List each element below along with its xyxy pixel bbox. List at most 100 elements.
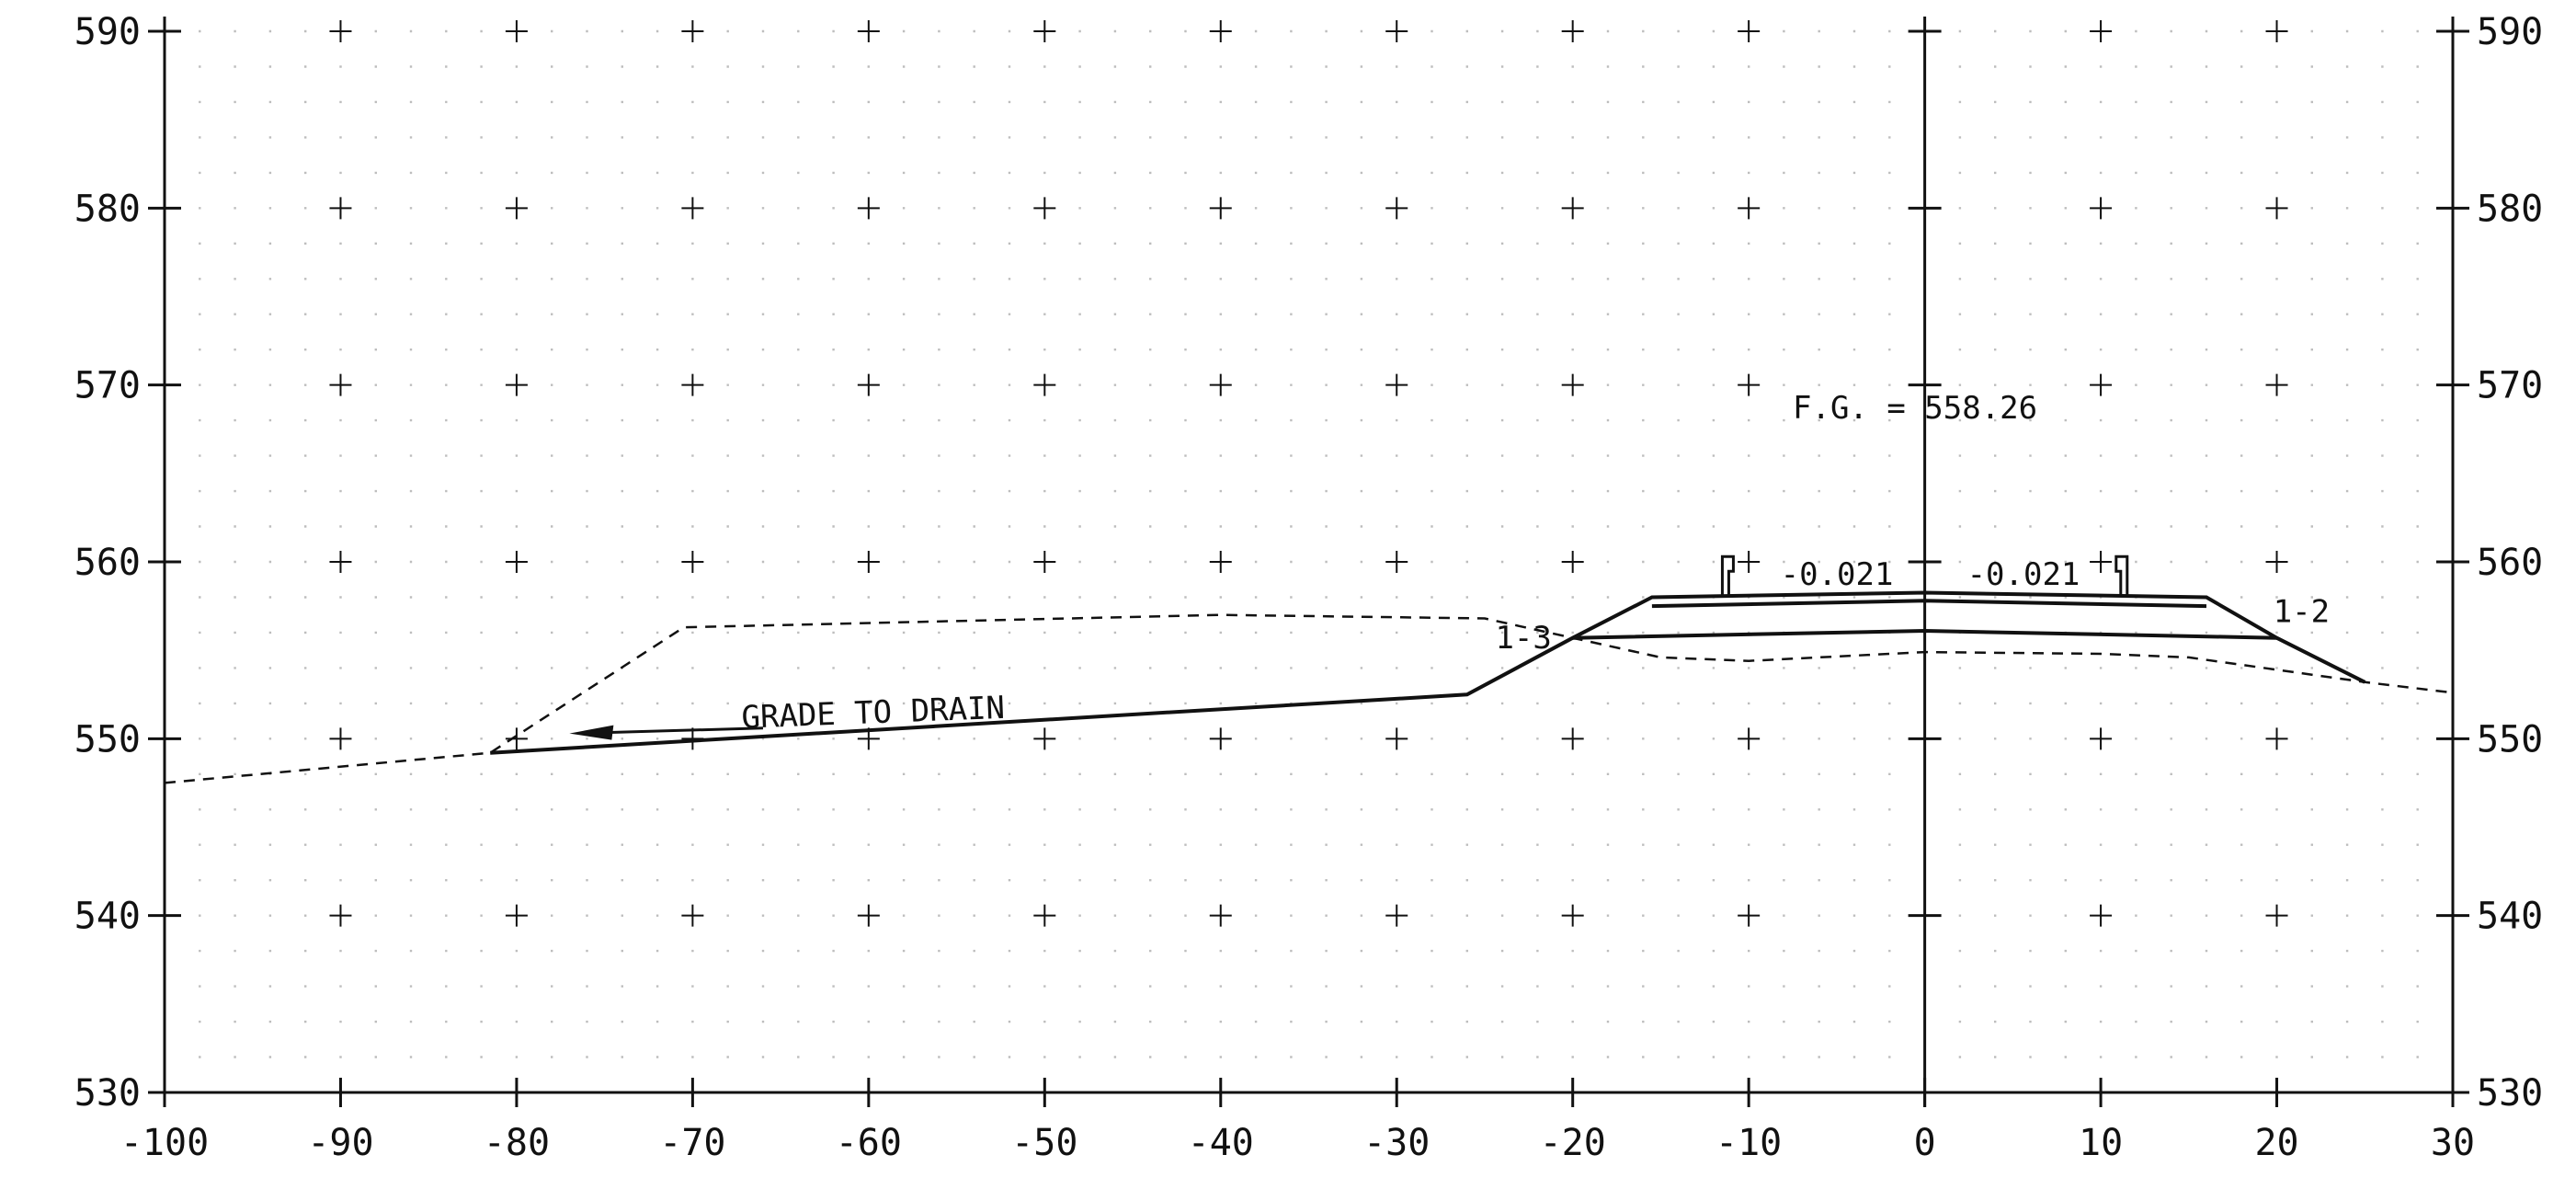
grid-cross-marker xyxy=(857,197,880,220)
grade-arrow xyxy=(569,725,764,740)
grid-cross-marker xyxy=(329,197,352,220)
grid-cross-marker xyxy=(1209,197,1232,220)
grid-cross-marker xyxy=(857,551,880,573)
grid-cross-marker xyxy=(329,904,352,927)
grid-cross-marker xyxy=(2090,727,2113,750)
grid-cross-marker xyxy=(1738,197,1761,220)
x-tick-label: 0 xyxy=(1914,1122,1936,1164)
side-slope-left-label: 1-3 xyxy=(1495,620,1551,657)
grid-cross-marker xyxy=(681,197,704,220)
pavement-layer-line xyxy=(1651,599,2207,609)
grid-cross-marker xyxy=(1561,20,1584,42)
grid-cross-marker xyxy=(505,20,528,42)
grid-cross-marker xyxy=(2265,551,2288,573)
existing-ground-line xyxy=(164,613,2454,784)
x-tick-label: 10 xyxy=(2079,1122,2123,1164)
x-tick-label: 20 xyxy=(2254,1122,2298,1164)
grid-cross-marker xyxy=(681,904,704,927)
y-tick-label-left: 530 xyxy=(74,1072,141,1115)
grid-cross-marker xyxy=(2265,373,2288,396)
grid-cross-marker xyxy=(1209,373,1232,396)
pavement-layer-line xyxy=(1572,628,2277,640)
grid-cross-marker xyxy=(1561,197,1584,220)
grid-cross-marker xyxy=(1385,20,1408,42)
x-tick-label: -80 xyxy=(484,1122,550,1164)
x-tick-label: 30 xyxy=(2431,1122,2475,1164)
x-tick-label: -40 xyxy=(1188,1122,1254,1164)
grid-cross-marker xyxy=(1561,551,1584,573)
y-tick-label-left: 550 xyxy=(74,718,141,760)
y-tick-label-left: 570 xyxy=(74,365,141,407)
grid-cross-marker xyxy=(2090,373,2113,396)
grid-cross-marker xyxy=(1385,727,1408,750)
y-tick-label-left: 560 xyxy=(74,542,141,584)
y-tick-label-left: 590 xyxy=(74,11,141,53)
grid-cross-marker xyxy=(1033,20,1056,42)
elevation-tick-labels-left: 530 540 550 560 570 580 590 xyxy=(74,11,141,1115)
grid-cross-marker xyxy=(1561,373,1584,396)
grid-cross-marker xyxy=(1385,197,1408,220)
cross-slope-right-label: -0.021 xyxy=(1967,556,2080,593)
grid-cross-marker xyxy=(681,551,704,573)
grid-cross-marker xyxy=(1385,373,1408,396)
y-tick-label-right: 540 xyxy=(2477,896,2543,938)
grid-cross-marker xyxy=(1033,904,1056,927)
x-tick-label: -10 xyxy=(1715,1122,1782,1164)
grid-cross-marker xyxy=(1209,904,1232,927)
x-tick-label: -70 xyxy=(659,1122,725,1164)
grid-cross-marker xyxy=(1738,20,1761,42)
x-tick-label: -30 xyxy=(1363,1122,1430,1164)
offset-tick-labels: -100 -90 -80 -70 -60 -50 -40 -30 -20 -10 0 10 20 30 xyxy=(120,1122,2475,1164)
grid-cross-marker xyxy=(1209,727,1232,750)
side-slope-right-label: 1-2 xyxy=(2274,593,2330,630)
y-tick-label-left: 540 xyxy=(74,896,141,938)
grid-cross-marker xyxy=(1561,904,1584,927)
grid-cross-marker xyxy=(329,551,352,573)
grid-cross-marker xyxy=(1209,20,1232,42)
grid-cross-marker xyxy=(681,373,704,396)
grid-cross-marker xyxy=(1033,197,1056,220)
y-tick-label-right: 590 xyxy=(2477,11,2543,53)
grid-cross-marker xyxy=(1385,551,1408,573)
grid-cross-marker xyxy=(505,551,528,573)
curb-symbol xyxy=(2114,554,2129,596)
proposed-grade-line xyxy=(490,590,2366,755)
finish-grade-label: F.G. = 558.26 xyxy=(1793,390,2037,427)
x-tick-label: -100 xyxy=(120,1122,209,1164)
grid-cross-marker xyxy=(2265,904,2288,927)
grid-cross-markers xyxy=(329,20,2288,927)
grid-cross-marker xyxy=(1738,727,1761,750)
grid-cross-marker xyxy=(857,904,880,927)
grid-cross-marker xyxy=(1738,904,1761,927)
curb-symbol xyxy=(1720,554,1735,596)
y-tick-label-right: 570 xyxy=(2477,365,2543,407)
grid-cross-marker xyxy=(1738,373,1761,396)
grid-cross-marker xyxy=(681,20,704,42)
grid-cross-marker xyxy=(2090,20,2113,42)
grid-cross-marker xyxy=(329,373,352,396)
grid-cross-marker xyxy=(2265,197,2288,220)
cross-slope-left-label: -0.021 xyxy=(1781,556,1894,593)
curbs xyxy=(1720,554,2129,596)
grid-cross-marker xyxy=(1033,727,1056,750)
y-tick-label-right: 550 xyxy=(2477,718,2543,760)
grid-cross-marker xyxy=(2090,904,2113,927)
grid-cross-marker xyxy=(2265,20,2288,42)
grid-cross-marker xyxy=(1738,551,1761,573)
grid-cross-marker xyxy=(1561,727,1584,750)
grid-cross-marker xyxy=(329,20,352,42)
grid-cross-marker xyxy=(1209,551,1232,573)
grid-cross-marker xyxy=(2265,727,2288,750)
grid-cross-marker xyxy=(1033,373,1056,396)
x-tick-label: -50 xyxy=(1011,1122,1077,1164)
grid-cross-marker xyxy=(505,197,528,220)
grid-cross-marker xyxy=(329,727,352,750)
elevation-tick-labels-right: 530 540 550 560 570 580 590 xyxy=(2477,11,2543,1115)
y-tick-label-right: 530 xyxy=(2477,1072,2543,1115)
y-tick-label-left: 580 xyxy=(74,188,141,230)
grid-cross-marker xyxy=(1033,551,1056,573)
x-tick-label: -20 xyxy=(1540,1122,1606,1164)
y-tick-label-right: 560 xyxy=(2477,542,2543,584)
